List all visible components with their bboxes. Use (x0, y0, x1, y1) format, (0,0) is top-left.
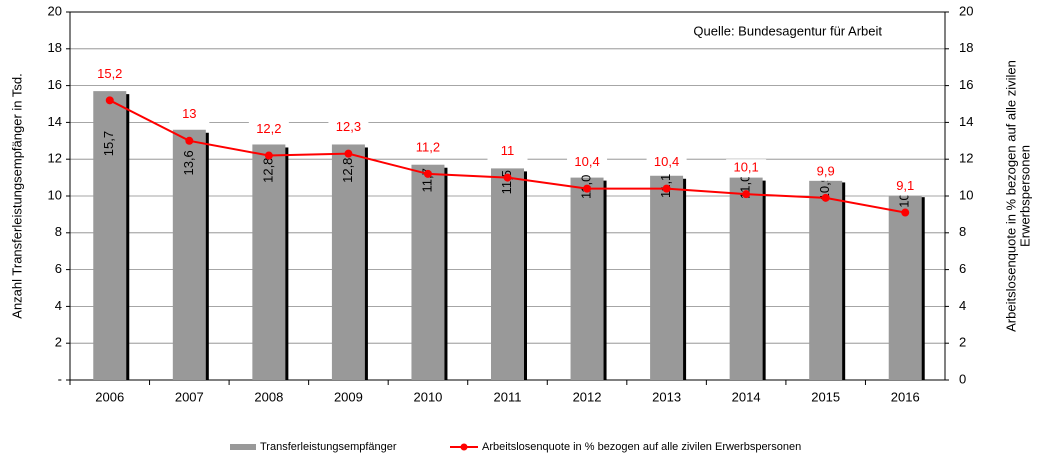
label-bg (169, 105, 210, 124)
legend-label: Transferleistungsempfänger (260, 441, 397, 453)
bar (411, 164, 445, 380)
label-bg (646, 153, 687, 172)
y2-tick-label: 18 (959, 40, 973, 55)
y-tick-label: 16 (48, 77, 62, 92)
y2-tick-label: 20 (959, 3, 973, 18)
line-value-label: 9,1 (896, 178, 914, 193)
line-value-label: 13 (182, 106, 196, 121)
line-value-label: 12,3 (336, 119, 361, 134)
y-tick-label: 8 (55, 224, 62, 239)
y2-axis-label: Erwerbspersonen (1017, 145, 1032, 247)
bar-value-label: 12,8 (340, 158, 355, 183)
label-bg (248, 120, 289, 139)
line-point (583, 184, 592, 193)
label-bg (726, 159, 767, 178)
x-tick-label: 2014 (732, 389, 761, 404)
y-tick-label: 10 (48, 187, 62, 202)
label-bg (805, 162, 846, 181)
bar (729, 177, 763, 380)
line-point (503, 173, 512, 182)
x-tick-label: 2016 (891, 389, 920, 404)
y2-axis-label: Arbeitslosenquote in % bezogen auf alle … (1003, 60, 1018, 332)
bar (491, 168, 524, 380)
line-point (264, 151, 273, 160)
y-tick-label: 4 (55, 298, 62, 313)
line-value-label: 10,4 (654, 154, 679, 169)
y-tick-label: - (58, 371, 62, 386)
x-tick-label: 2013 (652, 389, 681, 404)
line-point (901, 208, 910, 217)
y-tick-label: 14 (48, 114, 62, 129)
y-tick-label: 6 (55, 261, 62, 276)
bar (809, 179, 843, 380)
line-point (185, 136, 194, 145)
y2-tick-label: 4 (959, 298, 966, 313)
bar-value-label: 12,8 (260, 158, 275, 183)
line-value-label: 15,2 (97, 66, 122, 81)
x-tick-label: 2006 (95, 389, 124, 404)
y2-tick-label: 2 (959, 335, 966, 350)
line-point (344, 149, 353, 158)
y2-tick-label: 16 (959, 77, 973, 92)
line-value-label: 9,9 (817, 163, 835, 178)
y2-tick-label: 8 (959, 224, 966, 239)
y2-tick-label: 6 (959, 261, 966, 276)
y2-tick-label: 10 (959, 187, 973, 202)
line-value-label: 10,1 (733, 160, 758, 175)
y-tick-label: 20 (48, 3, 62, 18)
legend-label: Arbeitslosenquote in % bezogen auf alle … (482, 441, 801, 453)
x-tick-label: 2010 (413, 389, 442, 404)
bar (888, 194, 922, 380)
x-tick-label: 2007 (175, 389, 204, 404)
line-value-label: 11 (501, 143, 515, 158)
line-point (105, 96, 114, 105)
label-bg (567, 153, 608, 172)
bar (172, 129, 206, 380)
label-bg (407, 138, 448, 157)
annotation: Quelle: Bundesagentur für Arbeit (693, 23, 882, 38)
label-bg (328, 118, 369, 137)
line-point (423, 169, 432, 178)
y2-tick-label: 0 (959, 371, 966, 386)
line-point (662, 184, 671, 193)
line-point (821, 193, 830, 202)
bar-value-label: 13,6 (181, 150, 196, 175)
label-bg (89, 65, 130, 84)
x-tick-label: 2015 (811, 389, 840, 404)
line-value-label: 10,4 (574, 154, 599, 169)
bar-value-label: 10,9 (817, 175, 832, 200)
bar (650, 175, 684, 380)
x-tick-label: 2009 (334, 389, 363, 404)
bar (252, 144, 286, 380)
y2-tick-label: 14 (959, 114, 973, 129)
bar (570, 177, 604, 380)
line-point (742, 190, 751, 199)
x-tick-label: 2012 (573, 389, 602, 404)
label-bg (885, 177, 926, 196)
y-tick-label: 18 (48, 40, 62, 55)
line-value-label: 12,2 (256, 121, 281, 136)
y2-tick-label: 12 (959, 151, 973, 166)
label-bg (487, 142, 528, 161)
legend-swatch (460, 443, 468, 451)
y-axis-label: Anzahl Transferleistungsempfänger in Tsd… (9, 73, 24, 318)
bar-value-label: 15,7 (101, 131, 116, 156)
bar (331, 144, 365, 380)
x-tick-label: 2008 (254, 389, 283, 404)
y-tick-label: 2 (55, 335, 62, 350)
line-value-label: 11,2 (416, 139, 440, 154)
y-tick-label: 12 (48, 151, 62, 166)
x-tick-label: 2011 (494, 389, 522, 404)
legend-swatch (230, 444, 256, 450)
bar-value-label: 11,5 (499, 170, 514, 194)
bar (93, 91, 127, 381)
